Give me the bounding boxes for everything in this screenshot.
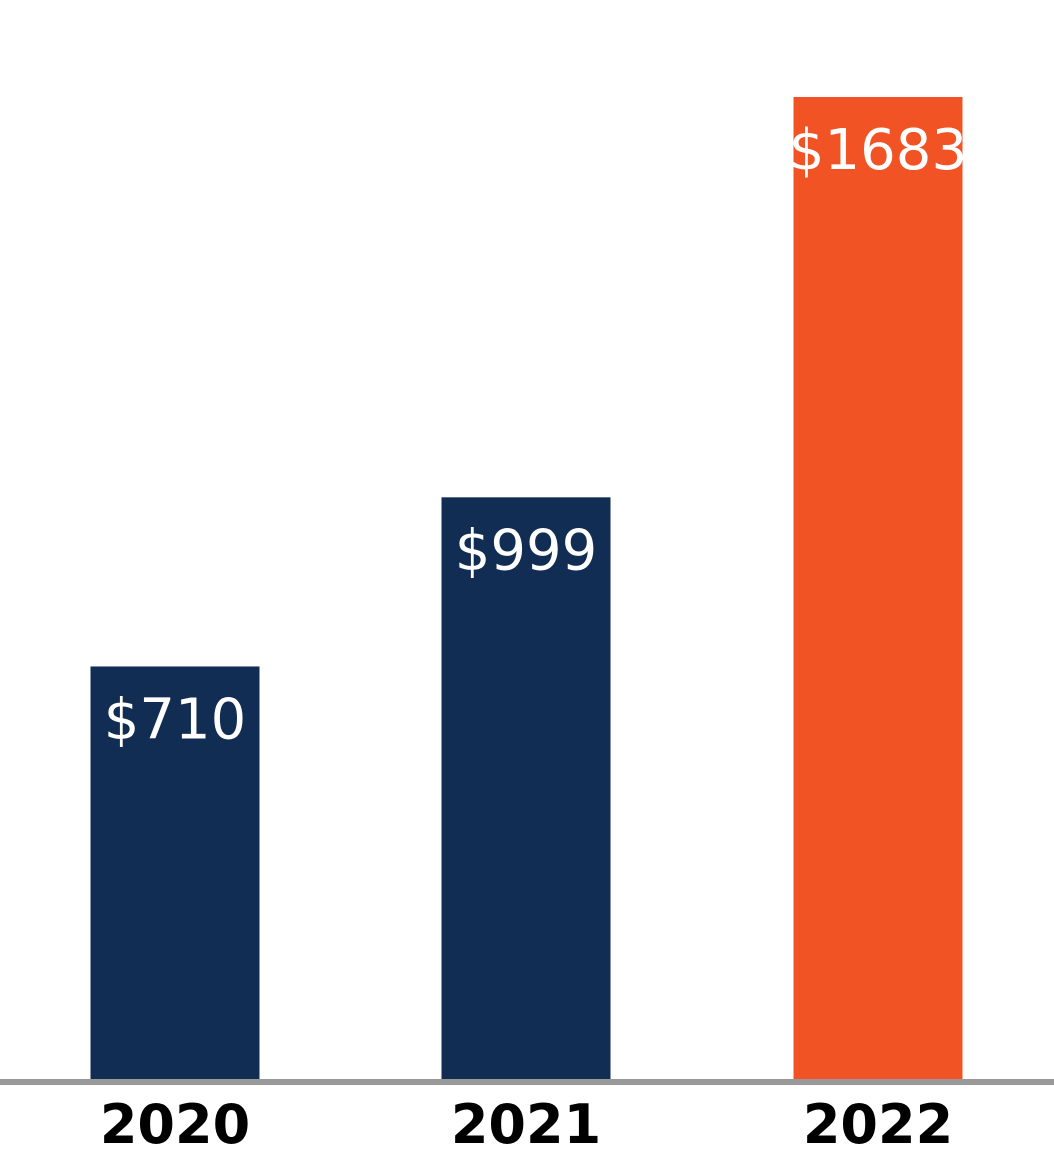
value-label-2022: $1683: [789, 118, 967, 183]
bar-2021: [441, 497, 611, 1082]
x-tick-labels-group: 2020 2021 2022: [100, 1093, 953, 1156]
value-labels-group: $710 $999 $1683: [104, 118, 967, 752]
x-tick-label-2022: 2022: [803, 1093, 953, 1156]
value-label-2020: $710: [104, 687, 247, 752]
bars-group: [90, 97, 963, 1082]
bar-2020: [90, 666, 260, 1082]
value-label-2021: $999: [455, 518, 598, 583]
bar-2022: [793, 97, 963, 1082]
x-tick-label-2021: 2021: [451, 1093, 601, 1156]
x-tick-label-2020: 2020: [100, 1093, 250, 1156]
